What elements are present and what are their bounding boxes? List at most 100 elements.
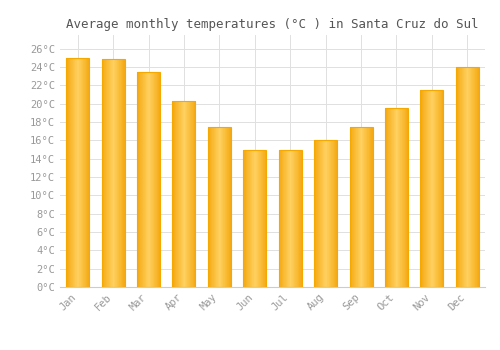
Bar	[193, 101, 194, 287]
Bar	[298, 149, 299, 287]
Bar	[149, 72, 150, 287]
Bar	[430, 90, 432, 287]
Bar	[222, 127, 223, 287]
Bar	[402, 108, 403, 287]
Bar	[140, 72, 141, 287]
Bar	[421, 90, 422, 287]
Bar	[265, 149, 266, 287]
Bar	[249, 149, 250, 287]
Bar	[81, 58, 82, 287]
Bar	[353, 127, 354, 287]
Bar	[141, 72, 142, 287]
Bar	[358, 127, 360, 287]
Bar	[210, 127, 212, 287]
Bar	[230, 127, 231, 287]
Bar	[66, 58, 67, 287]
Bar	[317, 140, 318, 287]
Bar	[461, 67, 462, 287]
Bar	[87, 58, 88, 287]
Bar	[466, 67, 467, 287]
Bar	[146, 72, 147, 287]
Bar	[295, 149, 296, 287]
Bar	[316, 140, 317, 287]
Bar	[185, 101, 186, 287]
Bar	[477, 67, 478, 287]
Bar	[208, 127, 231, 287]
Bar	[420, 90, 444, 287]
Bar	[393, 108, 394, 287]
Bar	[85, 58, 86, 287]
Bar	[76, 58, 77, 287]
Bar	[262, 149, 263, 287]
Bar	[434, 90, 435, 287]
Bar	[288, 149, 289, 287]
Bar	[437, 90, 438, 287]
Bar	[217, 127, 218, 287]
Bar	[294, 149, 295, 287]
Bar	[397, 108, 398, 287]
Bar	[286, 149, 287, 287]
Bar	[358, 127, 359, 287]
Bar	[179, 101, 180, 287]
Bar	[259, 149, 260, 287]
Bar	[106, 59, 107, 287]
Bar	[246, 149, 248, 287]
Bar	[394, 108, 396, 287]
Bar	[322, 140, 324, 287]
Bar	[186, 101, 187, 287]
Bar	[218, 127, 219, 287]
Bar	[212, 127, 213, 287]
Bar	[392, 108, 393, 287]
Bar	[223, 127, 224, 287]
Bar	[145, 72, 146, 287]
Bar	[84, 58, 85, 287]
Bar	[182, 101, 183, 287]
Bar	[224, 127, 225, 287]
Bar	[83, 58, 84, 287]
Bar	[121, 59, 122, 287]
Bar	[406, 108, 407, 287]
Bar	[389, 108, 390, 287]
Bar	[151, 72, 152, 287]
Bar	[263, 149, 264, 287]
Bar	[468, 67, 469, 287]
Bar	[229, 127, 230, 287]
Bar	[440, 90, 441, 287]
Bar	[331, 140, 332, 287]
Bar	[117, 59, 118, 287]
Bar	[175, 101, 176, 287]
Bar	[314, 140, 337, 287]
Bar	[123, 59, 124, 287]
Bar	[109, 59, 110, 287]
Bar	[105, 59, 106, 287]
Bar	[401, 108, 402, 287]
Bar	[255, 149, 256, 287]
Bar	[366, 127, 367, 287]
Bar	[114, 59, 115, 287]
Bar	[386, 108, 388, 287]
Bar	[221, 127, 222, 287]
Bar	[107, 59, 108, 287]
Bar	[119, 59, 120, 287]
Bar	[422, 90, 424, 287]
Bar	[184, 101, 185, 287]
Bar	[428, 90, 429, 287]
Bar	[462, 67, 464, 287]
Bar	[336, 140, 337, 287]
Bar	[108, 59, 109, 287]
Bar	[371, 127, 372, 287]
Bar	[364, 127, 365, 287]
Bar	[67, 58, 68, 287]
Bar	[139, 72, 140, 287]
Bar	[120, 59, 121, 287]
Bar	[394, 108, 395, 287]
Bar	[86, 58, 87, 287]
Bar	[115, 59, 116, 287]
Bar	[82, 58, 83, 287]
Bar	[261, 149, 262, 287]
Bar	[102, 59, 124, 287]
Bar	[219, 127, 220, 287]
Bar	[435, 90, 436, 287]
Bar	[177, 101, 178, 287]
Bar	[227, 127, 228, 287]
